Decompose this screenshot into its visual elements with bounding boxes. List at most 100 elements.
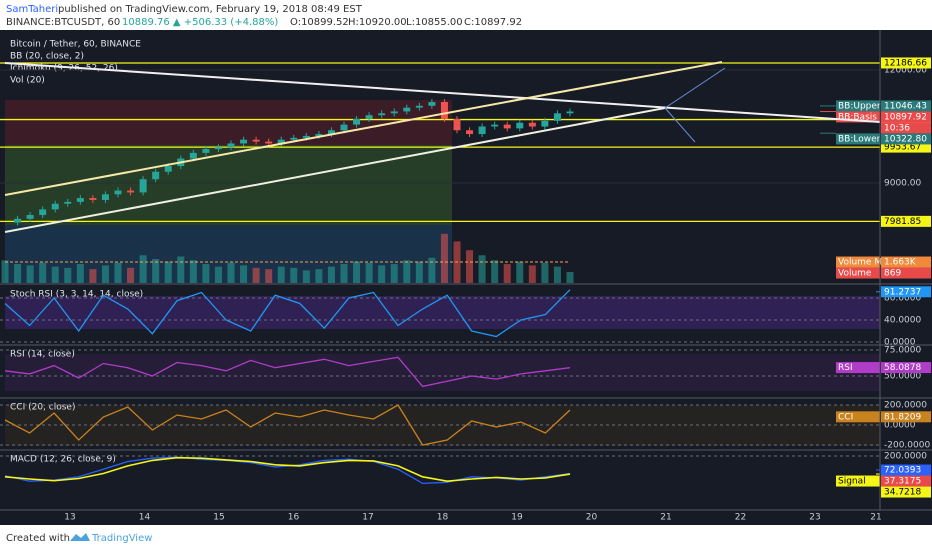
time-label: 21 (660, 513, 671, 523)
panel-tick-label: 200.0000 (884, 452, 927, 462)
candle (365, 115, 373, 119)
panel-tick-label: 80.0000 (884, 293, 921, 303)
panel-tick-label: -200.0000 (884, 441, 930, 451)
volume-bar (290, 267, 298, 283)
ohlc: H:10920.00 (348, 17, 407, 28)
volume-bar (152, 259, 160, 283)
volume-bar (503, 264, 511, 283)
band-value-bg (881, 111, 931, 123)
candle (541, 120, 549, 127)
volume-bar (202, 264, 210, 283)
macd-label-bg (881, 486, 931, 498)
candle (277, 139, 285, 144)
volume-bar (491, 260, 499, 283)
band-value-bg (881, 133, 931, 145)
candle (227, 143, 235, 148)
macd-label-bg (881, 475, 931, 487)
level-label: 12186.66 (884, 58, 927, 68)
macd-label: 37.3175 (884, 477, 921, 487)
candle (76, 198, 84, 202)
panel-title: Stoch RSI (3, 3, 14, 14, close) (10, 290, 143, 300)
candle (478, 126, 486, 135)
volume-bar (214, 266, 222, 283)
footer-bg (0, 525, 932, 550)
price-tick-label: 12000.00 (884, 65, 927, 75)
time-label: 21 (870, 513, 881, 523)
time-label: 16 (288, 513, 300, 523)
volume-bar (26, 265, 34, 283)
panel-tick-label: 75.0000 (884, 345, 921, 355)
level-label: 9953.67 (884, 143, 921, 153)
volume-bar (528, 265, 536, 283)
time-label: 13 (64, 513, 75, 523)
stoch_rsi-last: 91.2737 (884, 287, 921, 297)
ohlc: O:10899.52 (290, 17, 349, 28)
cloud-green (5, 145, 452, 225)
stoch_rsi-values-line (4, 289, 571, 338)
volume-bar (189, 260, 197, 283)
volume-bar (114, 262, 122, 283)
rsi-last: 58.0878 (884, 363, 921, 373)
volume-bar (76, 264, 84, 283)
panel-tick-label: 0.0000 (884, 337, 916, 347)
footer-brand[interactable]: TradingView (91, 533, 152, 544)
volume-bar (428, 257, 436, 283)
candle (390, 111, 398, 114)
panel-tick-label: 50.0000 (884, 371, 921, 381)
volume-bar (240, 265, 248, 283)
candle (302, 135, 310, 138)
macd-signal-tag: Signal (838, 477, 866, 487)
footer-created: Created with (6, 533, 70, 544)
band-name-bg (836, 111, 880, 123)
candle (114, 190, 122, 195)
trend-line (4, 61, 723, 196)
volume-value: 869 (884, 269, 901, 279)
candle (252, 139, 260, 142)
band-name-bg (836, 100, 880, 112)
candle (528, 122, 536, 127)
rsi-band (5, 354, 880, 391)
candle (290, 137, 298, 140)
rsi-tag-bg (836, 362, 880, 374)
panel-title: RSI (14, close) (10, 350, 75, 360)
volume-bar (415, 261, 423, 283)
cci-values-line (4, 404, 571, 446)
candle (202, 149, 210, 153)
candle (516, 122, 524, 129)
volume-bar (403, 260, 411, 283)
candle (340, 124, 348, 131)
candle (26, 215, 34, 219)
volume-bar (327, 266, 335, 283)
stoch_rsi-last-bg (881, 286, 931, 298)
candle (466, 130, 474, 135)
volume-bar (566, 272, 574, 283)
volume-value-bg (881, 267, 931, 279)
candle (453, 118, 461, 131)
volume-bar (64, 267, 72, 283)
volume-bar (340, 264, 348, 283)
candle (403, 107, 411, 112)
candle (101, 194, 109, 200)
trend-line (4, 107, 666, 233)
volume-bar (390, 264, 398, 283)
volume-bar (139, 255, 147, 283)
volume-bar (14, 264, 22, 283)
macd-signal-line (4, 456, 571, 483)
candle (39, 209, 47, 216)
projection-arrow (664, 67, 726, 109)
cci-tag-bg (836, 411, 880, 423)
time-label: 15 (213, 513, 224, 523)
level-label: 7981.85 (884, 217, 921, 227)
legend-item: Ichimoku (9, 26, 52, 26) (10, 64, 118, 74)
candle (491, 124, 499, 127)
cloud-red (5, 100, 452, 145)
candle (152, 171, 160, 180)
author[interactable]: SamTaheri (6, 4, 58, 15)
volume-bar (252, 267, 260, 283)
projection-arrow (664, 107, 696, 143)
volume-bar (353, 261, 361, 283)
candle (415, 105, 423, 108)
macd-label-bg (881, 464, 931, 476)
volume-bar (177, 256, 185, 283)
band-value: 11046.43 (884, 101, 927, 111)
